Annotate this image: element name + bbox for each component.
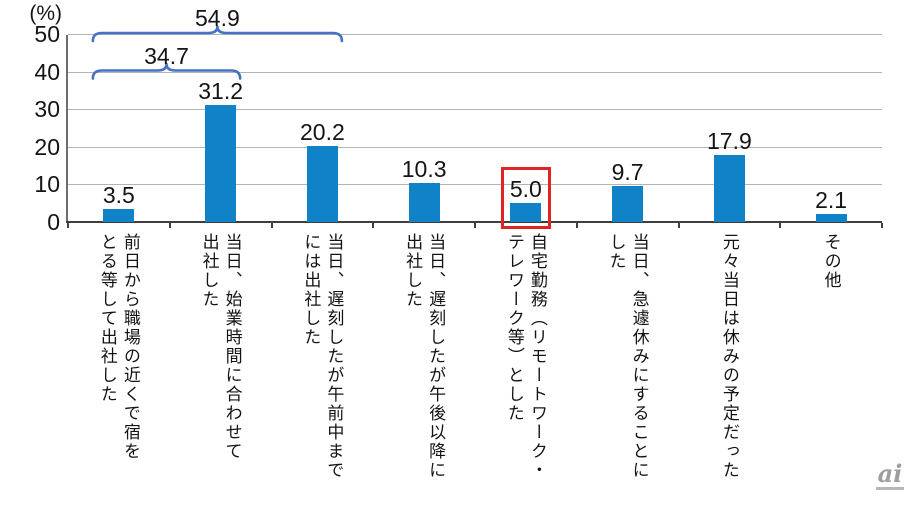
gridline xyxy=(68,34,882,35)
bracket-value-label: 34.7 xyxy=(144,42,189,69)
x-axis-line xyxy=(66,221,882,223)
y-tick-label: 20 xyxy=(34,133,60,160)
bar xyxy=(205,105,237,222)
watermark-logo: ai xyxy=(872,462,908,490)
x-axis-tick xyxy=(779,223,782,228)
category-label: その他 xyxy=(821,233,841,290)
x-axis-tick xyxy=(474,223,476,228)
x-axis-tick xyxy=(372,223,375,228)
bar xyxy=(306,146,338,222)
bar xyxy=(815,214,847,222)
x-axis-tick xyxy=(677,223,680,228)
y-tick-label: 50 xyxy=(34,21,60,47)
gridline xyxy=(68,109,882,110)
bar-value-label: 9.7 xyxy=(611,158,644,185)
y-tick-label: 0 xyxy=(47,208,60,235)
category-label: 元々当日は休みの予定だった xyxy=(719,233,739,480)
category-label: 当日、始業時間に合わせて 出社した xyxy=(199,233,242,461)
gridline xyxy=(68,184,882,185)
gridline xyxy=(68,146,882,148)
category-label: 当日、急遽休みにすることに した xyxy=(606,233,649,480)
gridline xyxy=(68,71,882,73)
highlight-box xyxy=(500,167,551,229)
bar xyxy=(103,208,135,222)
category-label: 前日から職場の近くで宿を とる等して出社した xyxy=(97,233,140,461)
bar xyxy=(408,183,440,222)
x-axis-tick xyxy=(270,223,273,228)
bar xyxy=(510,203,542,222)
x-axis-tick xyxy=(575,223,578,228)
bar-value-label: 17.9 xyxy=(706,127,752,154)
bar-value-label: 31.2 xyxy=(198,78,243,104)
x-axis-tick xyxy=(67,223,69,228)
y-axis-line xyxy=(66,34,68,223)
y-tick-label: 30 xyxy=(34,96,60,122)
y-tick-label: 10 xyxy=(34,171,60,197)
y-axis-unit-label: (%) xyxy=(29,2,62,25)
bar-value-label: 2.1 xyxy=(815,187,848,214)
y-tick-label: 40 xyxy=(34,58,60,85)
x-axis-tick xyxy=(881,223,883,228)
bar-value-label: 3.5 xyxy=(102,181,135,208)
watermark-underline xyxy=(876,487,904,490)
bracket-value-label: 54.9 xyxy=(194,5,240,31)
bar xyxy=(713,154,745,222)
bar-value-label: 20.2 xyxy=(299,119,345,146)
x-axis-tick xyxy=(168,223,171,228)
category-label: 当日、遅刻したが午前中まで には出社した xyxy=(301,233,344,480)
category-label: 当日、遅刻したが午後以降に 出社した xyxy=(403,233,446,480)
bar-value-label: 10.3 xyxy=(401,156,447,183)
bar-value-label: 5.0 xyxy=(509,176,542,203)
watermark-text: ai xyxy=(877,459,903,488)
bar xyxy=(612,185,644,222)
category-label: 自宅勤務（リモートワーク・ テレワーク等）とした xyxy=(504,233,547,480)
